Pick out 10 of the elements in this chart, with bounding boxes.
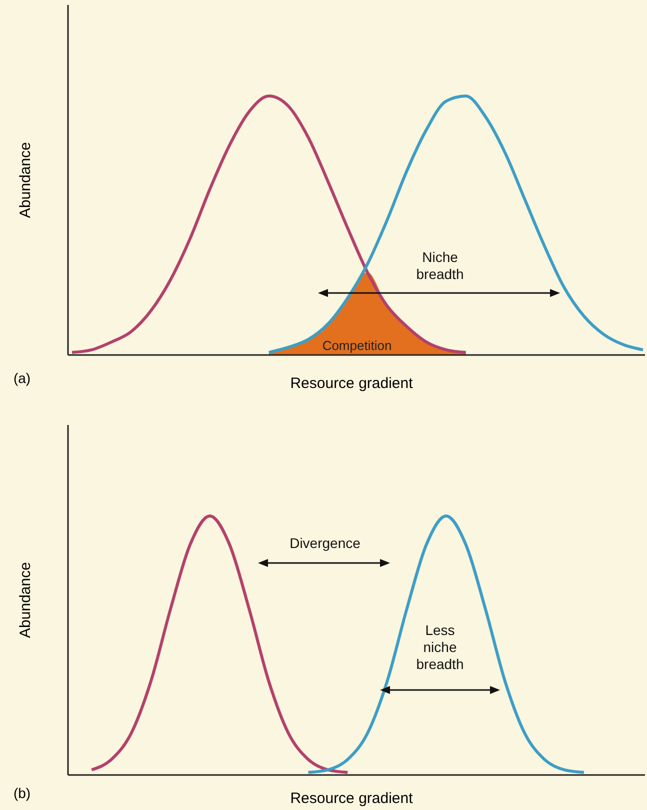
- annotation: Niche breadth: [416, 249, 464, 282]
- x-axis-title: Resource gradient: [290, 790, 414, 807]
- annotation: Less niche breadth: [416, 622, 464, 672]
- text: (b): [13, 785, 31, 801]
- annotation: Divergence: [290, 535, 361, 551]
- y-axis-title: Abundance: [17, 562, 34, 638]
- y-axis-title: Abundance: [17, 142, 34, 218]
- x-axis-title: Resource gradient: [290, 375, 414, 392]
- series-label: Competition: [322, 338, 392, 353]
- text: (a): [13, 370, 31, 386]
